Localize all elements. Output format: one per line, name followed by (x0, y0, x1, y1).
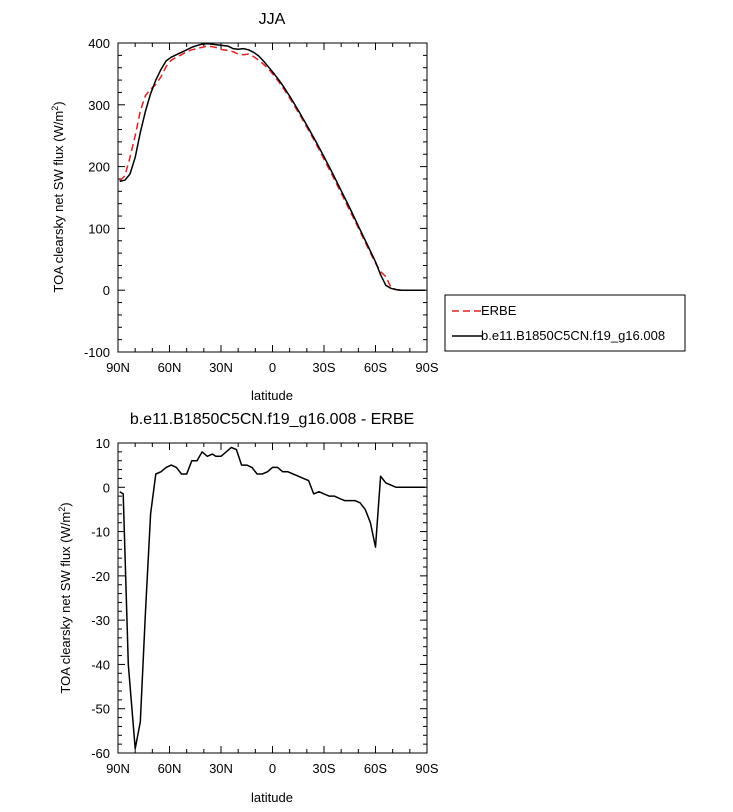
chart-difference: b.e11.B1850C5CN.f19_g16.008 - ERBE 90N 60… (57, 411, 439, 805)
y-tick-label: -60 (91, 746, 110, 761)
y-tick-label: -20 (91, 569, 110, 584)
y-tick-label: 400 (88, 36, 110, 51)
x-tick-label: 60N (158, 761, 182, 776)
series-line-1 (119, 42, 426, 291)
x-tick-label: 30N (209, 360, 233, 375)
y-tick-label: 10 (96, 436, 110, 451)
plot-frame (117, 42, 428, 353)
x-tick-label: 60S (364, 761, 387, 776)
y-tick-label: 0 (103, 283, 110, 298)
y-tick-label: 300 (88, 98, 110, 113)
y-tick-label: 0 (103, 480, 110, 495)
series-line-0 (119, 446, 426, 750)
x-tick-label: 30S (312, 360, 335, 375)
y-axis-label: TOA clearsky net SW flux (W/m2) (50, 101, 66, 292)
x-tick-label: 60S (364, 360, 387, 375)
x-tick-label: 30N (209, 761, 233, 776)
x-tick-label: 90S (415, 761, 438, 776)
x-tick-label: 90N (106, 761, 130, 776)
legend-label-model: b.e11.B1850C5CN.f19_g16.008 (481, 328, 665, 343)
y-tick-label: 200 (88, 160, 110, 175)
y-tick-label: -40 (91, 657, 110, 672)
x-tick-label: 30S (312, 761, 335, 776)
x-tick-label: 90N (106, 360, 130, 375)
plot-frame (117, 442, 428, 754)
chart-title: b.e11.B1850C5CN.f19_g16.008 - ERBE (130, 411, 414, 428)
legend-label-erbe: ERBE (481, 303, 517, 318)
x-axis-label: latitude (251, 388, 293, 403)
y-tick-label: 100 (88, 221, 110, 236)
x-tick-label: 0 (269, 761, 276, 776)
series-line-0 (119, 45, 426, 291)
y-tick-label: -30 (91, 613, 110, 628)
y-tick-label: -10 (91, 525, 110, 540)
y-tick-label: -100 (84, 345, 110, 360)
x-axis-label: latitude (251, 790, 293, 805)
y-axis-label: TOA clearsky net SW flux (W/m2) (57, 502, 73, 693)
legend-box (444, 294, 686, 352)
chart-title: JJA (259, 11, 286, 28)
legend: ERBE b.e11.B1850C5CN.f19_g16.008 (444, 294, 686, 352)
x-tick-label: 90S (415, 360, 438, 375)
chart-jja: JJA 90N 60N 30N 0 30S 60S 90S 400 300 200 100 0 -100… (50, 11, 686, 403)
x-tick-label: 0 (269, 360, 276, 375)
y-tick-label: -50 (91, 702, 110, 717)
x-tick-label: 60N (158, 360, 182, 375)
